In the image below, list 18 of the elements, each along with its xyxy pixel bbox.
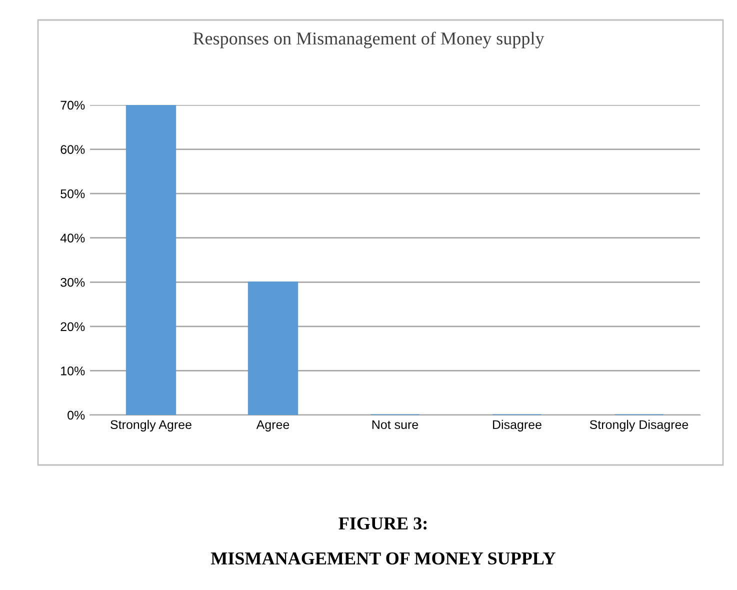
y-tick-label: 0% <box>68 410 85 420</box>
x-tick-label: Strongly Agree <box>110 420 192 432</box>
chart-title: Responses on Mismanagement of Money supply <box>193 32 544 48</box>
y-tick-label: 70% <box>60 100 85 110</box>
y-tick-label: 50% <box>60 189 85 198</box>
y-tick-label: 30% <box>60 278 85 287</box>
text: MISMANAGEMENT OF MONEY SUPPLY <box>210 552 556 565</box>
y-tick-label: 10% <box>61 366 85 376</box>
x-tick-label: Disagree <box>493 420 542 432</box>
x-tick-label: Agree <box>256 420 290 432</box>
x-tick-label: Not sure <box>372 420 418 430</box>
caption: FIGURE 3: <box>338 517 427 530</box>
bar <box>248 281 298 415</box>
y-tick-label: 40% <box>60 234 85 243</box>
x-tick-label: Strongly Disagree <box>590 420 688 432</box>
bar <box>126 105 176 415</box>
y-tick-label: 60% <box>60 145 85 154</box>
y-tick-label: 20% <box>60 322 85 332</box>
